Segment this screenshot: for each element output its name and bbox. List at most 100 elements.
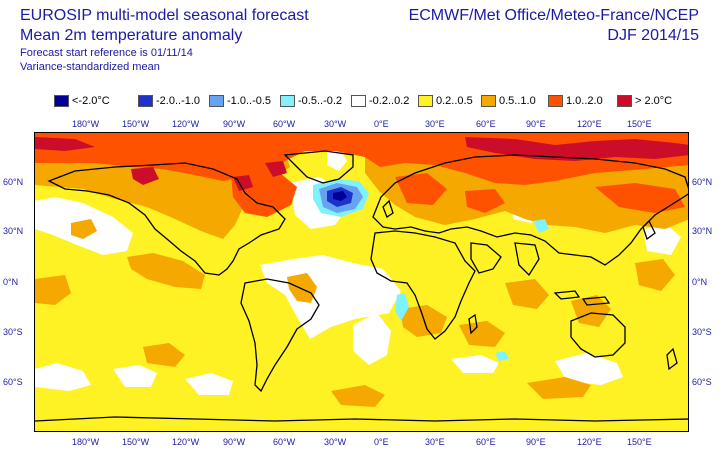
longitude-label: 120°E: [577, 437, 602, 447]
extreme-warm-region: [35, 137, 95, 151]
legend-item: > 2.0°C: [617, 94, 672, 108]
warm-anomaly-region: [400, 305, 447, 337]
legend-item: -1.0..-0.5: [209, 94, 271, 108]
anomaly-map-canvas: [35, 133, 688, 431]
longitude-label: 90°E: [526, 437, 546, 447]
coastline: [514, 242, 540, 277]
variance-note: Variance-standardized mean: [20, 61, 160, 73]
warm-anomaly-region: [505, 279, 549, 309]
near-normal-region: [35, 363, 91, 391]
legend-label: -0.5..-0.2: [298, 95, 343, 107]
warm-anomaly-region: [527, 377, 591, 399]
legend-item: 1.0..2.0: [548, 94, 603, 108]
warm-anomaly-region: [635, 259, 675, 291]
legend-swatch: [351, 95, 366, 107]
latitude-label: 30°S: [692, 327, 712, 337]
world-map: [34, 132, 689, 432]
legend-item: 0.5..1.0: [481, 94, 536, 108]
extreme-warm-region: [233, 175, 253, 191]
longitude-label: 60°W: [273, 119, 296, 129]
warm-anomaly-region: [127, 253, 205, 289]
longitude-label: 30°E: [425, 119, 445, 129]
warm-anomaly-region: [35, 275, 71, 305]
near-normal-region: [643, 225, 681, 255]
legend-label: > 2.0°C: [635, 95, 673, 107]
longitude-label: 90°E: [526, 119, 546, 129]
coastline: [553, 290, 581, 300]
longitude-label: 60°E: [476, 119, 496, 129]
longitude-label: 30°E: [425, 437, 445, 447]
longitude-label: 150°E: [627, 437, 652, 447]
longitude-label: 180°W: [72, 119, 100, 129]
very-cold-anomaly-core: [333, 191, 347, 201]
coastline: [642, 219, 656, 241]
near-normal-region: [353, 313, 391, 365]
latitude-label: 30°N: [692, 226, 713, 236]
legend-swatch: [209, 95, 224, 107]
coastline: [372, 154, 688, 266]
near-normal-region: [113, 365, 157, 387]
legend-label: -2.0..-1.0: [156, 95, 201, 107]
longitude-label: 150°W: [122, 437, 150, 447]
legend-swatch: [418, 95, 433, 107]
legend-label: 0.5..1.0: [499, 95, 536, 107]
longitude-label: 30°W: [324, 437, 347, 447]
legend-item: -0.5..-0.2: [280, 94, 342, 108]
strong-warm-region: [595, 183, 685, 213]
legend-swatch: [481, 95, 496, 107]
longitude-label: 120°W: [172, 119, 200, 129]
source-centres: ECMWF/Met Office/Meteo-France/NCEP: [408, 7, 699, 24]
longitude-label: 90°W: [223, 119, 246, 129]
legend-swatch: [548, 95, 563, 107]
legend-swatch: [138, 95, 153, 107]
legend-swatch: [617, 95, 632, 107]
longitude-label: 0°E: [374, 119, 389, 129]
coastline: [468, 313, 478, 335]
warm-anomaly-region: [571, 295, 611, 327]
longitude-label: 120°W: [172, 437, 200, 447]
warm-anomaly-region: [143, 343, 185, 367]
longitude-label: 30°W: [324, 119, 347, 129]
cool-anomaly-region: [395, 293, 409, 321]
near-normal-region: [185, 373, 233, 395]
longitude-label: 120°E: [577, 119, 602, 129]
coastline: [666, 347, 678, 371]
legend-swatch: [54, 95, 69, 107]
forecast-period: DJF 2014/15: [607, 27, 699, 44]
forecast-start-note: Forecast start reference is 01/11/14: [20, 47, 193, 59]
coastline: [470, 242, 502, 274]
longitude-label: 60°E: [476, 437, 496, 447]
extreme-warm-region: [265, 161, 287, 177]
longitude-label: 0°E: [374, 437, 389, 447]
strong-warm-region: [465, 189, 505, 213]
latitude-label: 60°N: [3, 177, 24, 187]
legend-label: <-2.0°C: [72, 95, 110, 107]
longitude-label: 150°W: [122, 119, 150, 129]
strong-warm-region: [395, 173, 447, 205]
latitude-label: 30°N: [3, 226, 24, 236]
legend-item: <-2.0°C: [54, 94, 110, 108]
legend-label: -1.0..-0.5: [227, 95, 272, 107]
latitude-label: 60°S: [692, 377, 712, 387]
legend-swatch: [280, 95, 295, 107]
latitude-label: 0°N: [692, 277, 708, 287]
warm-anomaly-region: [287, 273, 317, 303]
legend-item: 0.2..0.5: [418, 94, 473, 108]
warm-anomaly-region: [71, 219, 97, 239]
longitude-label: 150°E: [627, 119, 652, 129]
longitude-label: 60°W: [273, 437, 296, 447]
legend-label: 0.2..0.5: [436, 95, 473, 107]
near-normal-region: [555, 353, 623, 385]
latitude-label: 0°N: [3, 277, 19, 287]
legend-label: 1.0..2.0: [566, 95, 603, 107]
coastline: [47, 162, 286, 276]
extreme-warm-region: [131, 167, 159, 185]
legend-item: -0.2..0.2: [351, 94, 409, 108]
coastline: [570, 312, 626, 358]
longitude-label: 180°W: [72, 437, 100, 447]
longitude-label: 90°W: [223, 437, 246, 447]
cool-anomaly-region: [533, 219, 549, 233]
legend-label: -0.2..0.2: [369, 95, 410, 107]
warm-anomaly-region: [331, 385, 385, 407]
coastline: [370, 230, 476, 340]
